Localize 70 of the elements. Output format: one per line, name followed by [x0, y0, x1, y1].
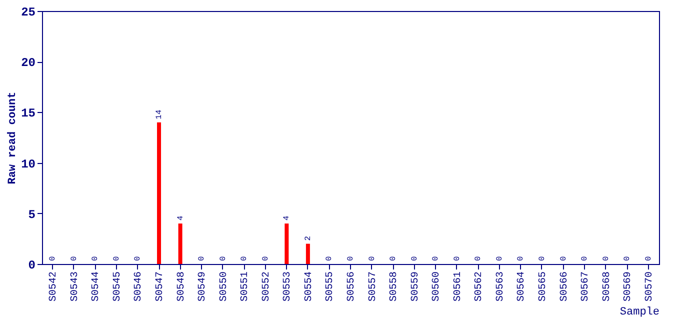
y-tick-label: 20: [21, 56, 36, 70]
data-label: 0: [240, 256, 250, 261]
x-tick-label: S0560: [432, 272, 443, 302]
data-label: 0: [495, 256, 504, 261]
x-tick-label: S0549: [198, 272, 209, 302]
data-label: 0: [602, 256, 611, 261]
x-tick-label: S0546: [134, 272, 145, 302]
data-label: 0: [261, 256, 270, 261]
x-tick-label: S0551: [240, 272, 252, 302]
data-label: 0: [474, 256, 484, 261]
y-axis-title: Raw read count: [7, 92, 20, 184]
data-label: 0: [623, 256, 632, 261]
data-label: 0: [580, 256, 590, 261]
data-label: 0: [432, 256, 441, 261]
data-label: 0: [368, 256, 377, 261]
x-tick-label: S0562: [474, 272, 486, 302]
x-axis-title: Sample: [620, 306, 660, 319]
data-label: 2: [304, 236, 313, 241]
x-tick-label: S0570: [644, 272, 656, 302]
x-tick-label: S0558: [389, 272, 400, 302]
x-tick-label: S0557: [368, 272, 379, 302]
data-label: 0: [70, 256, 79, 261]
y-tick-label: 5: [28, 208, 36, 222]
data-label: 0: [91, 256, 100, 261]
data-label: 0: [48, 256, 58, 261]
data-label: 4: [176, 216, 186, 221]
data-label: 14: [155, 110, 164, 120]
data-label: 0: [389, 256, 398, 261]
x-tick-label: S0567: [580, 272, 592, 302]
data-label: 0: [538, 256, 547, 261]
data-label: 4: [282, 216, 292, 221]
x-tick-label: S0553: [282, 272, 294, 302]
y-tick-label: 0: [28, 258, 36, 272]
x-tick-label: S0544: [91, 272, 102, 302]
y-tick-label: 15: [21, 106, 36, 121]
data-label: 0: [198, 256, 207, 261]
data-label: 0: [134, 256, 143, 261]
y-tick-label: 25: [21, 6, 36, 20]
x-tick-label: S0561: [452, 272, 464, 302]
data-label: 0: [112, 256, 122, 261]
data-label: 0: [346, 256, 356, 261]
x-tick-label: S0566: [559, 272, 570, 302]
x-tick-label: S0563: [495, 272, 506, 302]
x-tick-label: S0559: [410, 272, 422, 302]
x-tick-label: S0555: [325, 272, 336, 302]
x-tick-label: S0542: [48, 272, 60, 302]
data-label: 0: [218, 256, 228, 261]
x-tick-label: S0545: [112, 272, 124, 302]
x-tick-label: S0554: [304, 272, 315, 302]
bar: [306, 244, 310, 264]
data-label: 0: [644, 256, 654, 261]
x-tick-label: S0548: [176, 272, 188, 302]
data-label: 0: [410, 256, 420, 261]
x-tick-label: S0564: [516, 272, 528, 302]
data-label: 0: [325, 256, 334, 261]
x-tick-label: S0565: [538, 272, 549, 302]
y-tick-label: 10: [21, 157, 36, 172]
x-tick-label: S0568: [602, 272, 613, 302]
bar: [284, 224, 289, 264]
bar: [178, 224, 182, 264]
data-label: 0: [559, 256, 568, 261]
x-tick-label: S0569: [623, 272, 634, 302]
bar: [157, 122, 162, 264]
x-tick-label: S0543: [70, 272, 81, 302]
data-label: 0: [452, 256, 462, 261]
data-label: 0: [516, 256, 526, 261]
x-tick-label: S0550: [218, 272, 230, 302]
x-tick-label: S0556: [346, 272, 358, 302]
x-tick-label: S0552: [261, 272, 272, 302]
x-tick-label: S0547: [155, 272, 166, 302]
